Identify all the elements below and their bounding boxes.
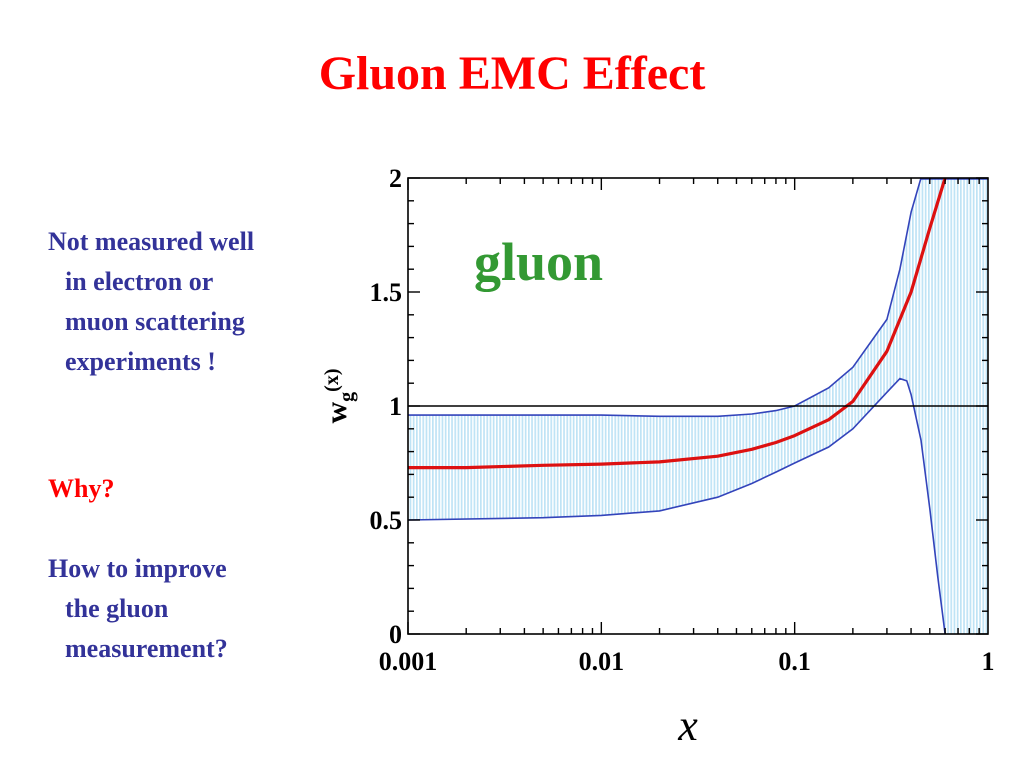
y-axis-label: wg(x) [320,369,358,424]
central-value-line [408,177,947,470]
slide-title: Gluon EMC Effect [318,47,706,100]
improve-line: How to improve [48,554,227,583]
y-tick-label: 0 [389,620,402,649]
axes-layer [407,177,989,635]
series-label-gluon: gluon [474,232,603,292]
y-tick-label: 1.5 [370,278,403,307]
improve-line: measurement? [65,634,228,663]
y-tick-label: 0.5 [370,506,403,535]
note-line: in electron or [65,267,214,296]
x-tick-label: 1 [982,647,995,676]
improve-text: How to improve the gluon measurement? [48,549,338,669]
why-text: Why? [48,474,115,503]
series-line-layer [407,177,988,635]
lower-bound-line [407,377,946,635]
x-tick-label: 0.01 [579,647,625,676]
note-line: Not measured well [48,227,255,256]
y-tick-label: 1 [389,392,402,421]
x-tick-label: 0.1 [778,647,811,676]
x-tick-label: 0.001 [379,647,438,676]
note-text: Not measured well in electron or muon sc… [48,222,338,382]
axis-labels-layer: 0.001 0.01 0.1 1 0 0.5 1 1.5 2 x wg(x) gluon [320,164,995,750]
x-axis-label: x [677,701,698,750]
y-tick-label: 2 [389,164,402,193]
upper-bound-line [408,177,922,418]
improve-line: the gluon [65,594,169,623]
note-line: muon scattering [65,307,245,336]
note-line: experiments ! [65,347,216,376]
